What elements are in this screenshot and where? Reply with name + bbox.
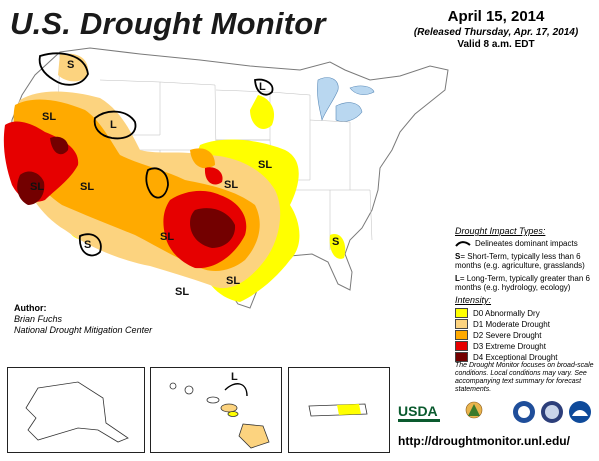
puerto-rico-inset[interactable] xyxy=(288,367,390,453)
impact-boundaries xyxy=(38,52,274,257)
valid-time: Valid 8 a.m. EDT xyxy=(457,39,535,50)
doc-seal xyxy=(541,401,563,423)
impact-boundary-key: Delineates dominant impacts xyxy=(455,239,597,248)
d1-swatch xyxy=(455,319,468,329)
boundary-line-icon xyxy=(455,240,471,247)
impact-label: SL xyxy=(160,231,174,243)
d2-label: D2 Severe Drought xyxy=(473,330,542,340)
d2-swatch xyxy=(455,330,468,340)
impact-label: L xyxy=(259,81,266,93)
intensity-header: Intensity: xyxy=(455,295,492,305)
impact-label: SL xyxy=(175,286,189,298)
impact-label: S xyxy=(84,239,91,251)
impact-label: L xyxy=(110,119,117,131)
noaa-logo xyxy=(513,401,535,423)
short-term-letter: S xyxy=(455,252,461,261)
puerto-rico-map xyxy=(308,403,368,417)
impact-label: SL xyxy=(224,179,238,191)
legend: Drought Impact Types: Delineates dominan… xyxy=(455,227,597,363)
hawaii-inset[interactable]: L xyxy=(150,367,282,453)
release-date: (Released Thursday, Apr. 17, 2014) xyxy=(413,27,579,38)
partner-logos: USDA xyxy=(396,398,594,430)
legend-row-d2: D2 Severe Drought xyxy=(455,330,597,340)
d0-label: D0 Abnormally Dry xyxy=(473,308,540,318)
author-label: Author: xyxy=(14,303,47,313)
d3-swatch xyxy=(455,341,468,351)
impact-label: SL xyxy=(226,275,240,287)
hawaii-impact-label: L xyxy=(231,371,238,383)
short-term-key: S= Short-Term, typically less than 6 mon… xyxy=(455,252,597,270)
drought-map[interactable]: S SL L SL SL S SL SL SL SL SL S L xyxy=(0,40,455,360)
svg-text:USDA: USDA xyxy=(398,403,438,419)
map-date: April 15, 2014 xyxy=(447,8,545,25)
d3-label: D3 Extreme Drought xyxy=(473,341,546,351)
hawaii-map: L xyxy=(169,371,270,449)
legend-row-d1: D1 Moderate Drought xyxy=(455,319,597,329)
long-term-letter: L xyxy=(455,274,460,283)
d0-swatch xyxy=(455,308,468,318)
legend-row-d4: D4 Exceptional Drought xyxy=(455,352,597,362)
usda-logo: USDA xyxy=(398,403,440,422)
impact-label: SL xyxy=(258,159,272,171)
delineates-text: Delineates dominant impacts xyxy=(475,239,578,248)
impact-types-header: Drought Impact Types: xyxy=(455,226,546,236)
author-name: Brian Fuchs xyxy=(14,314,63,324)
logo-strip: USDA xyxy=(398,401,591,423)
alaska-inset[interactable] xyxy=(7,367,145,453)
website-url[interactable]: http://droughtmonitor.unl.edu/ xyxy=(398,434,570,448)
author-block: Author: Brian Fuchs National Drought Mit… xyxy=(14,303,152,336)
d4-areas xyxy=(17,136,236,248)
author-org: National Drought Mitigation Center xyxy=(14,325,153,335)
d4-label: D4 Exceptional Drought xyxy=(473,352,558,362)
map-title: U.S. Drought Monitor xyxy=(10,6,326,41)
d4-swatch xyxy=(455,352,468,362)
d1-label: D1 Moderate Drought xyxy=(473,319,550,329)
ndmc-logo xyxy=(465,401,483,419)
short-term-text: = Short-Term, typically less than 6 mont… xyxy=(455,252,585,270)
alaska-map xyxy=(25,381,129,443)
impact-label: S xyxy=(332,236,339,248)
impact-label: SL xyxy=(30,181,44,193)
impact-label: S xyxy=(67,59,74,71)
long-term-text: = Long-Term, typically greater than 6 mo… xyxy=(455,274,590,292)
legend-row-d0: D0 Abnormally Dry xyxy=(455,308,597,318)
date-block: April 15, 2014 (Released Thursday, Apr. … xyxy=(398,8,594,50)
noaa-seal xyxy=(569,401,591,423)
legend-note: The Drought Monitor focuses on broad-sca… xyxy=(455,362,594,393)
impact-label: SL xyxy=(80,181,94,193)
impact-label: SL xyxy=(42,111,56,123)
long-term-key: L= Long-Term, typically greater than 6 m… xyxy=(455,274,597,292)
legend-row-d3: D3 Extreme Drought xyxy=(455,341,597,351)
